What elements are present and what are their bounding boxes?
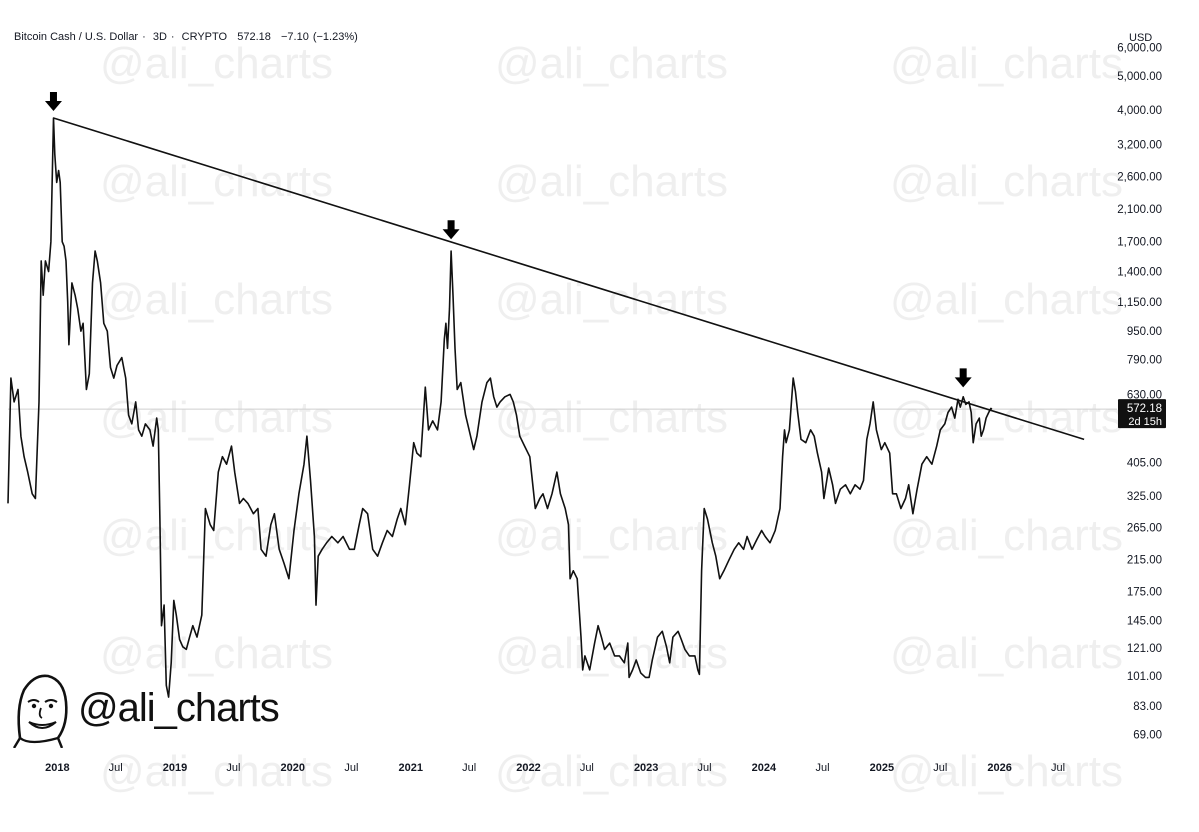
branding: @ali_charts [10,668,300,756]
x-tick-label: 2023 [634,762,658,774]
watermark-text: @ali_charts [495,157,728,206]
watermark-layer: @ali_charts @ali_charts @ali_charts @ali_ch… [100,39,1123,796]
y-tick-label: 4,000.00 [1117,105,1162,117]
x-tick-label: Jul [109,762,123,774]
x-tick-label: Jul [462,762,476,774]
y-tick-label: 6,000.00 [1117,43,1162,55]
descending-trendline [53,117,1085,441]
symbol-name: Bitcoin Cash / U.S. Dollar [14,31,139,43]
symbol-price: 572.18 [237,31,271,43]
watermark-text: @ali_charts [100,393,333,442]
watermark-text: @ali_charts [495,747,728,796]
header-separator: · [170,31,175,43]
y-tick-label: 175.00 [1127,586,1162,598]
watermark-text: @ali_charts [100,157,333,206]
y-tick-label: 101.00 [1127,671,1162,683]
brand-handle: @ali_charts [78,686,280,730]
y-tick-label: 2,100.00 [1117,204,1162,216]
watermark-text: @ali_charts [495,629,728,678]
watermark-text: @ali_charts [890,629,1123,678]
x-tick-label: 2024 [752,762,777,774]
cartoon-face-icon [12,674,68,748]
x-tick-label: 2020 [281,762,305,774]
x-tick-label: Jul [344,762,358,774]
time-axis: 2018 Jul 2019 Jul 2020 Jul 2021 Jul 2022 Jul 2023 J… [45,762,1065,774]
y-tick-label: 630.00 [1127,389,1162,401]
y-tick-label: 3,200.00 [1117,139,1162,151]
watermark-text: @ali_charts [100,747,333,796]
x-tick-label: 2018 [45,762,69,774]
x-tick-label: 2019 [163,762,187,774]
x-tick-label: 2026 [987,762,1011,774]
watermark-text: @ali_charts [890,511,1123,560]
x-tick-label: Jul [226,762,240,774]
y-tick-label: 325.00 [1127,491,1162,503]
y-tick-label: 405.00 [1127,457,1162,469]
x-tick-label: 2025 [870,762,894,774]
x-tick-label: Jul [816,762,830,774]
x-tick-label: Jul [1051,762,1065,774]
down-arrow-icon [44,91,62,111]
price-axis: 6,000.00 5,000.00 4,000.00 3,200.00 2,600.00… [1117,43,1162,742]
y-tick-label: 121.00 [1127,643,1162,655]
y-tick-label: 1,150.00 [1117,297,1162,309]
watermark-text: @ali_charts [890,393,1123,442]
watermark-text: @ali_charts [890,157,1123,206]
y-tick-label: 1,400.00 [1117,267,1162,279]
currency-label[interactable]: USD [1129,32,1153,44]
down-arrow-icon [954,368,972,388]
price-tag-box [1118,399,1166,429]
price-tag-value: 572.18 [1127,403,1162,415]
watermark-text: @ali_charts [495,39,728,88]
watermark-text: @ali_charts [495,393,728,442]
y-tick-label: 83.00 [1133,701,1162,713]
price-series-line [7,117,993,698]
y-tick-label: 265.00 [1127,523,1162,535]
x-tick-label: 2021 [399,762,423,774]
symbol-interval: 3D [152,31,167,43]
down-arrow-icon [442,220,460,240]
symbol-change: −7.10 [281,31,309,43]
symbol-header: Bitcoin Cash / U.S. Dollar · 3D · CRYPTO 5… [14,31,362,43]
y-tick-label: 950.00 [1127,326,1162,338]
x-tick-label: Jul [580,762,594,774]
x-tick-label: 2022 [516,762,540,774]
symbol-change-pct: (−1.23%) [312,31,358,43]
y-tick-label: 2,600.00 [1117,171,1162,183]
watermark-text: @ali_charts [890,39,1123,88]
symbol-exchange: CRYPTO [181,31,228,43]
y-tick-label: 1,700.00 [1117,237,1162,249]
y-tick-label: 5,000.00 [1117,71,1162,83]
x-tick-label: Jul [933,762,947,774]
watermark-text: @ali_charts [100,629,333,678]
x-tick-label: Jul [698,762,712,774]
watermark-text: @ali_charts [890,747,1123,796]
y-tick-label: 215.00 [1127,555,1162,567]
y-tick-label: 69.00 [1133,730,1162,742]
y-tick-label: 145.00 [1127,615,1162,627]
watermark-text: @ali_charts [100,39,333,88]
watermark-text: @ali_charts [100,511,333,560]
watermark-text: @ali_charts [890,275,1123,324]
header-separator: · [142,31,146,43]
watermark-text: @ali_charts [100,275,333,324]
y-tick-label: 790.00 [1127,355,1162,367]
price-tag-countdown: 2d 15h [1128,416,1162,428]
watermark-text: @ali_charts [495,511,728,560]
